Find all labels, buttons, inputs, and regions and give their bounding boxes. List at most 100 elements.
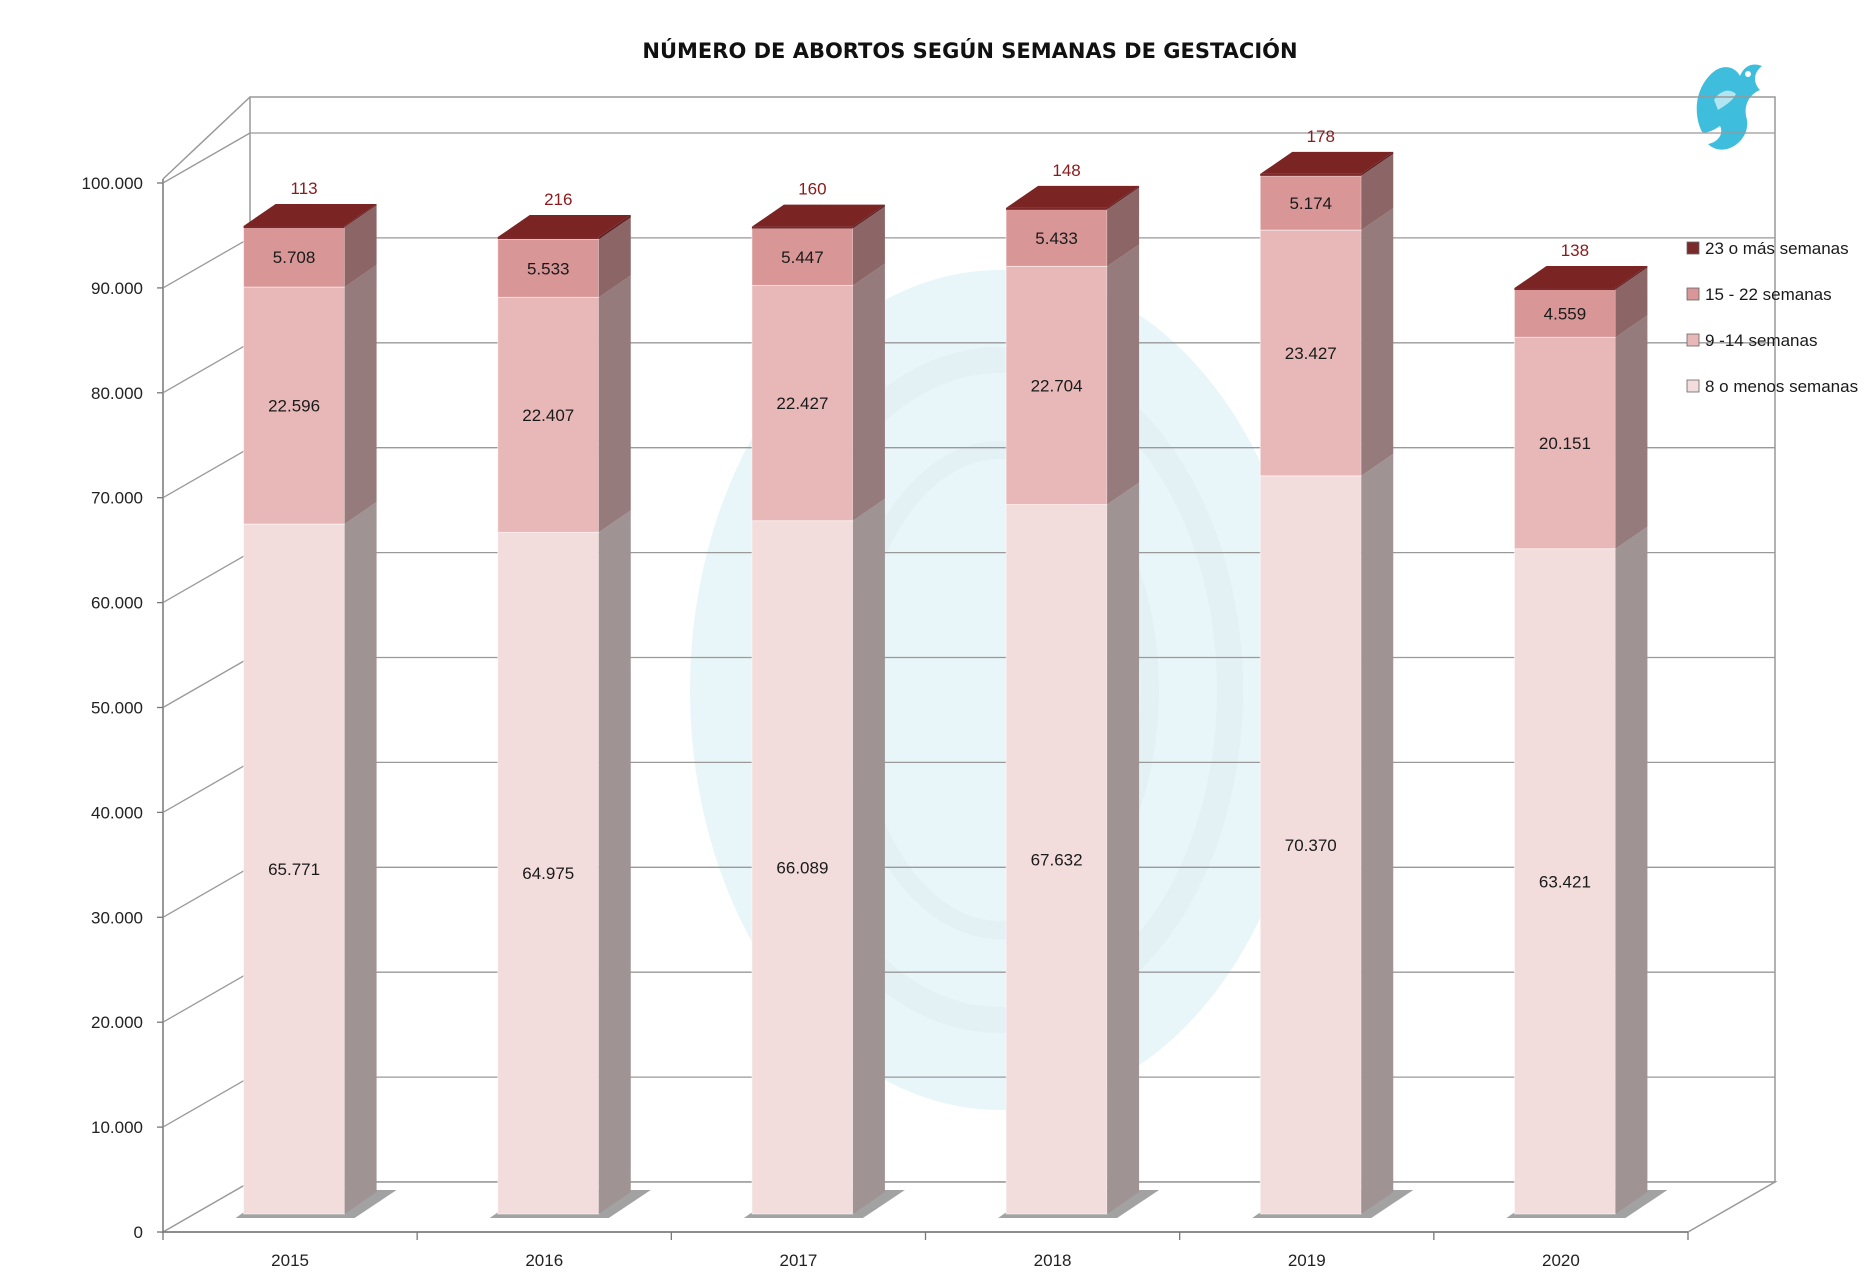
x-tick-label: 2015 (271, 1251, 309, 1270)
x-tick-label: 2019 (1288, 1251, 1326, 1270)
bar-side-2020-3 (1615, 266, 1648, 290)
y-tick-label: 50.000 (91, 699, 143, 718)
bar-segment-2018-2 (1005, 208, 1108, 267)
bar-top-edge-2015 (243, 225, 345, 228)
bar-top-edge-2016 (497, 237, 599, 240)
bar-side-2020-0 (1615, 526, 1648, 1214)
legend-swatch-2 (1686, 287, 1700, 301)
grid-diagonal (162, 1076, 251, 1128)
y-tick-label: 0 (134, 1223, 143, 1242)
data-label-2020-top: 138 (1561, 241, 1589, 260)
bar-side-2019-0 (1361, 453, 1394, 1214)
bar-side-2018-0 (1107, 482, 1140, 1215)
x-tick-label: 2018 (1034, 1251, 1072, 1270)
data-label-2017-1: 22.427 (776, 394, 828, 413)
data-label-2019-1: 23.427 (1285, 344, 1337, 363)
legend-swatch-0 (1686, 379, 1700, 393)
bar-side-2016-1 (598, 275, 631, 533)
data-label-2020-2: 4.559 (1544, 304, 1587, 323)
y-tick-label: 40.000 (91, 803, 143, 822)
grid-diagonal (162, 552, 251, 604)
data-label-2018-1: 22.704 (1031, 376, 1083, 395)
legend-swatch-3 (1686, 241, 1700, 255)
grid-diagonal (162, 656, 251, 709)
bars (235, 151, 1668, 1218)
bar-segment-2018-1 (1005, 265, 1108, 506)
x-tick-label: 2020 (1542, 1251, 1580, 1270)
bar-side-2020-2 (1615, 267, 1648, 338)
data-labels: 65.771 22.596 5.708 113 64.975 22.407 5.533 216… (268, 127, 1591, 891)
bar-side-2019-3 (1361, 151, 1394, 176)
emblem-logo (1696, 64, 1762, 150)
bar-side-2015-1 (344, 265, 377, 525)
data-label-2017-2: 5.447 (781, 248, 824, 267)
y-tick-label: 90.000 (91, 279, 143, 298)
grid-diagonal (162, 866, 251, 918)
legend-label-2: 15 - 22 semanas (1705, 285, 1832, 304)
bar-side-2017-2 (852, 206, 885, 286)
bar-side-2018-1 (1107, 244, 1140, 505)
y-tick-label: 80.000 (91, 384, 143, 403)
chart-title: NÚMERO DE ABORTOS SEGÚN SEMANAS DE GESTA… (642, 38, 1297, 63)
bar-segment-2019-0 (1259, 475, 1362, 1215)
bar-side-2016-2 (598, 217, 631, 298)
bar-side-2015-3 (344, 203, 377, 228)
bar-side-2016-3 (598, 215, 631, 240)
y-tick-label: 100.000 (82, 174, 143, 193)
y-tick-label: 10.000 (91, 1118, 143, 1137)
bar-side-2015-0 (344, 502, 377, 1214)
bar-top-2017 (751, 204, 885, 227)
data-label-2016-1: 22.407 (522, 406, 574, 425)
data-label-2020-1: 20.151 (1539, 434, 1591, 453)
data-label-2019-top: 178 (1307, 127, 1335, 146)
bar-top-2020 (1514, 266, 1648, 289)
grid-diagonal (162, 237, 251, 289)
data-label-2019-2: 5.174 (1289, 194, 1332, 213)
bar-top-2015 (243, 203, 377, 226)
data-label-2018-2: 5.433 (1035, 229, 1078, 248)
data-label-2020-0: 63.421 (1539, 872, 1591, 891)
data-label-2016-top: 216 (544, 190, 572, 209)
bar-top-edge-2017 (751, 226, 853, 229)
y-tick-label: 60.000 (91, 594, 143, 613)
legend-swatch-1 (1686, 333, 1700, 347)
x-tick-label: 2016 (525, 1251, 563, 1270)
legend-label-0: 8 o menos semanas (1705, 377, 1858, 396)
bar-segment-2015-0 (243, 523, 346, 1215)
bar-side-2019-1 (1361, 208, 1394, 476)
bar-top-2019 (1260, 151, 1394, 174)
data-label-2015-top: 113 (291, 179, 318, 198)
bar-segment-2020-0 (1513, 548, 1616, 1215)
x-tick-label: 2017 (780, 1251, 818, 1270)
data-label-2015-1: 22.596 (268, 397, 320, 416)
bar-top-edge-2020 (1514, 288, 1616, 291)
bar-segment-2020-1 (1513, 336, 1616, 550)
data-label-2016-0: 64.975 (522, 864, 574, 883)
y-tick-label: 70.000 (91, 489, 143, 508)
data-label-2016-2: 5.533 (527, 259, 570, 278)
bar-segment-2017-2 (751, 227, 854, 286)
data-label-2017-top: 160 (798, 180, 826, 199)
data-label-2019-0: 70.370 (1285, 836, 1337, 855)
data-label-2018-top: 148 (1052, 161, 1080, 180)
data-label-2017-0: 66.089 (776, 858, 828, 877)
legend-label-1: 9 -14 semanas (1705, 331, 1817, 350)
data-label-2015-2: 5.708 (273, 248, 316, 267)
grid-diagonal (162, 761, 251, 813)
bar-side-2018-3 (1107, 185, 1140, 210)
bar-side-2015-2 (344, 205, 377, 288)
grid-diagonal (162, 447, 251, 499)
legend: 23 o más semanas 15 - 22 semanas 9 -14 sem… (1686, 239, 1858, 396)
bar-top-edge-2019 (1260, 173, 1362, 176)
y-tick-label: 20.000 (91, 1013, 143, 1032)
bar-side-2017-0 (852, 498, 885, 1214)
bar-top-edge-2018 (1006, 207, 1108, 210)
bar-segment-2016-0 (497, 531, 600, 1215)
bar-side-2017-1 (852, 263, 885, 521)
bar-side-2018-2 (1107, 187, 1140, 267)
bar-segment-2020-2 (1513, 289, 1616, 338)
bar-segment-2019-1 (1259, 229, 1362, 477)
bar-top-2018 (1006, 185, 1140, 208)
